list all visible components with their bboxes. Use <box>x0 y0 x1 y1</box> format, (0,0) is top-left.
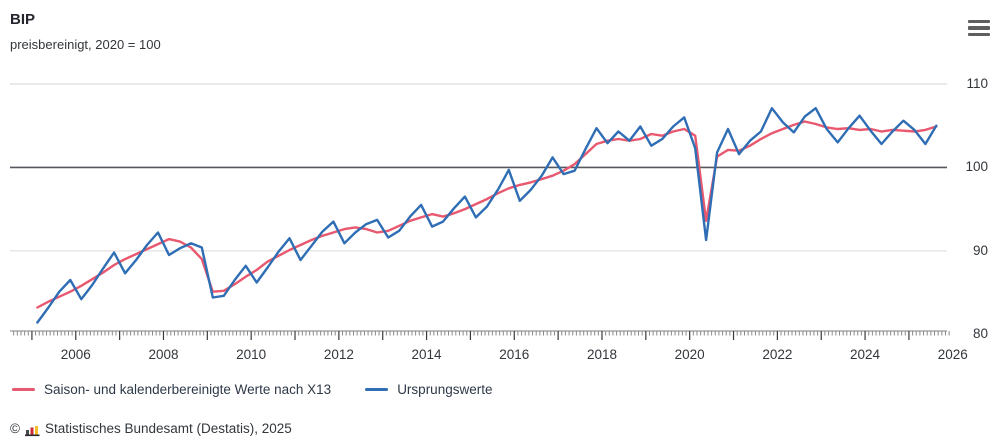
x-axis-tick-label: 2012 <box>323 347 354 362</box>
x-axis-tick-label: 2010 <box>236 347 267 362</box>
source-line: © Statistisches Bundesamt (Destatis), 20… <box>10 421 292 437</box>
x-axis-tick-label: 2024 <box>850 347 881 362</box>
x-axis-tick-label: 2014 <box>411 347 442 362</box>
y-axis-tick-label: 80 <box>972 326 988 342</box>
legend-label-original: Ursprungswerte <box>397 382 493 397</box>
y-axis-tick-label: 90 <box>972 242 988 258</box>
original-series-dash-icon <box>365 388 389 391</box>
legend-label-adjusted: Saison- und kalenderbereinigte Werte nac… <box>44 382 332 397</box>
chart-menu-button[interactable] <box>964 17 990 39</box>
x-axis-tick-label: 2006 <box>60 347 91 362</box>
x-axis-tick-label: 2018 <box>586 347 617 362</box>
destatis-bars-icon <box>24 422 40 437</box>
chart-legend: Saison- und kalenderbereinigte Werte nac… <box>12 382 492 397</box>
x-axis-tick-label: 2016 <box>499 347 530 362</box>
x-axis-tick-label: 2022 <box>762 347 793 362</box>
y-axis-tick-label: 100 <box>965 159 988 175</box>
source-text: Statistisches Bundesamt (Destatis), 2025 <box>44 421 292 436</box>
chart-subtitle: preisbereinigt, 2020 = 100 <box>10 37 161 52</box>
legend-item-adjusted[interactable]: Saison- und kalenderbereinigte Werte nac… <box>12 382 331 397</box>
chart-title: BIP <box>10 11 36 28</box>
x-axis-tick-label: 2026 <box>937 347 968 362</box>
x-axis-tick-label: 2020 <box>674 347 705 362</box>
adjusted-series-dash-icon <box>12 388 35 391</box>
y-axis-tick-label: 110 <box>966 76 988 91</box>
x-axis-tick-label: 2008 <box>148 347 179 362</box>
legend-item-original[interactable]: Ursprungswerte <box>365 382 492 397</box>
copyright-symbol: © <box>10 421 20 436</box>
